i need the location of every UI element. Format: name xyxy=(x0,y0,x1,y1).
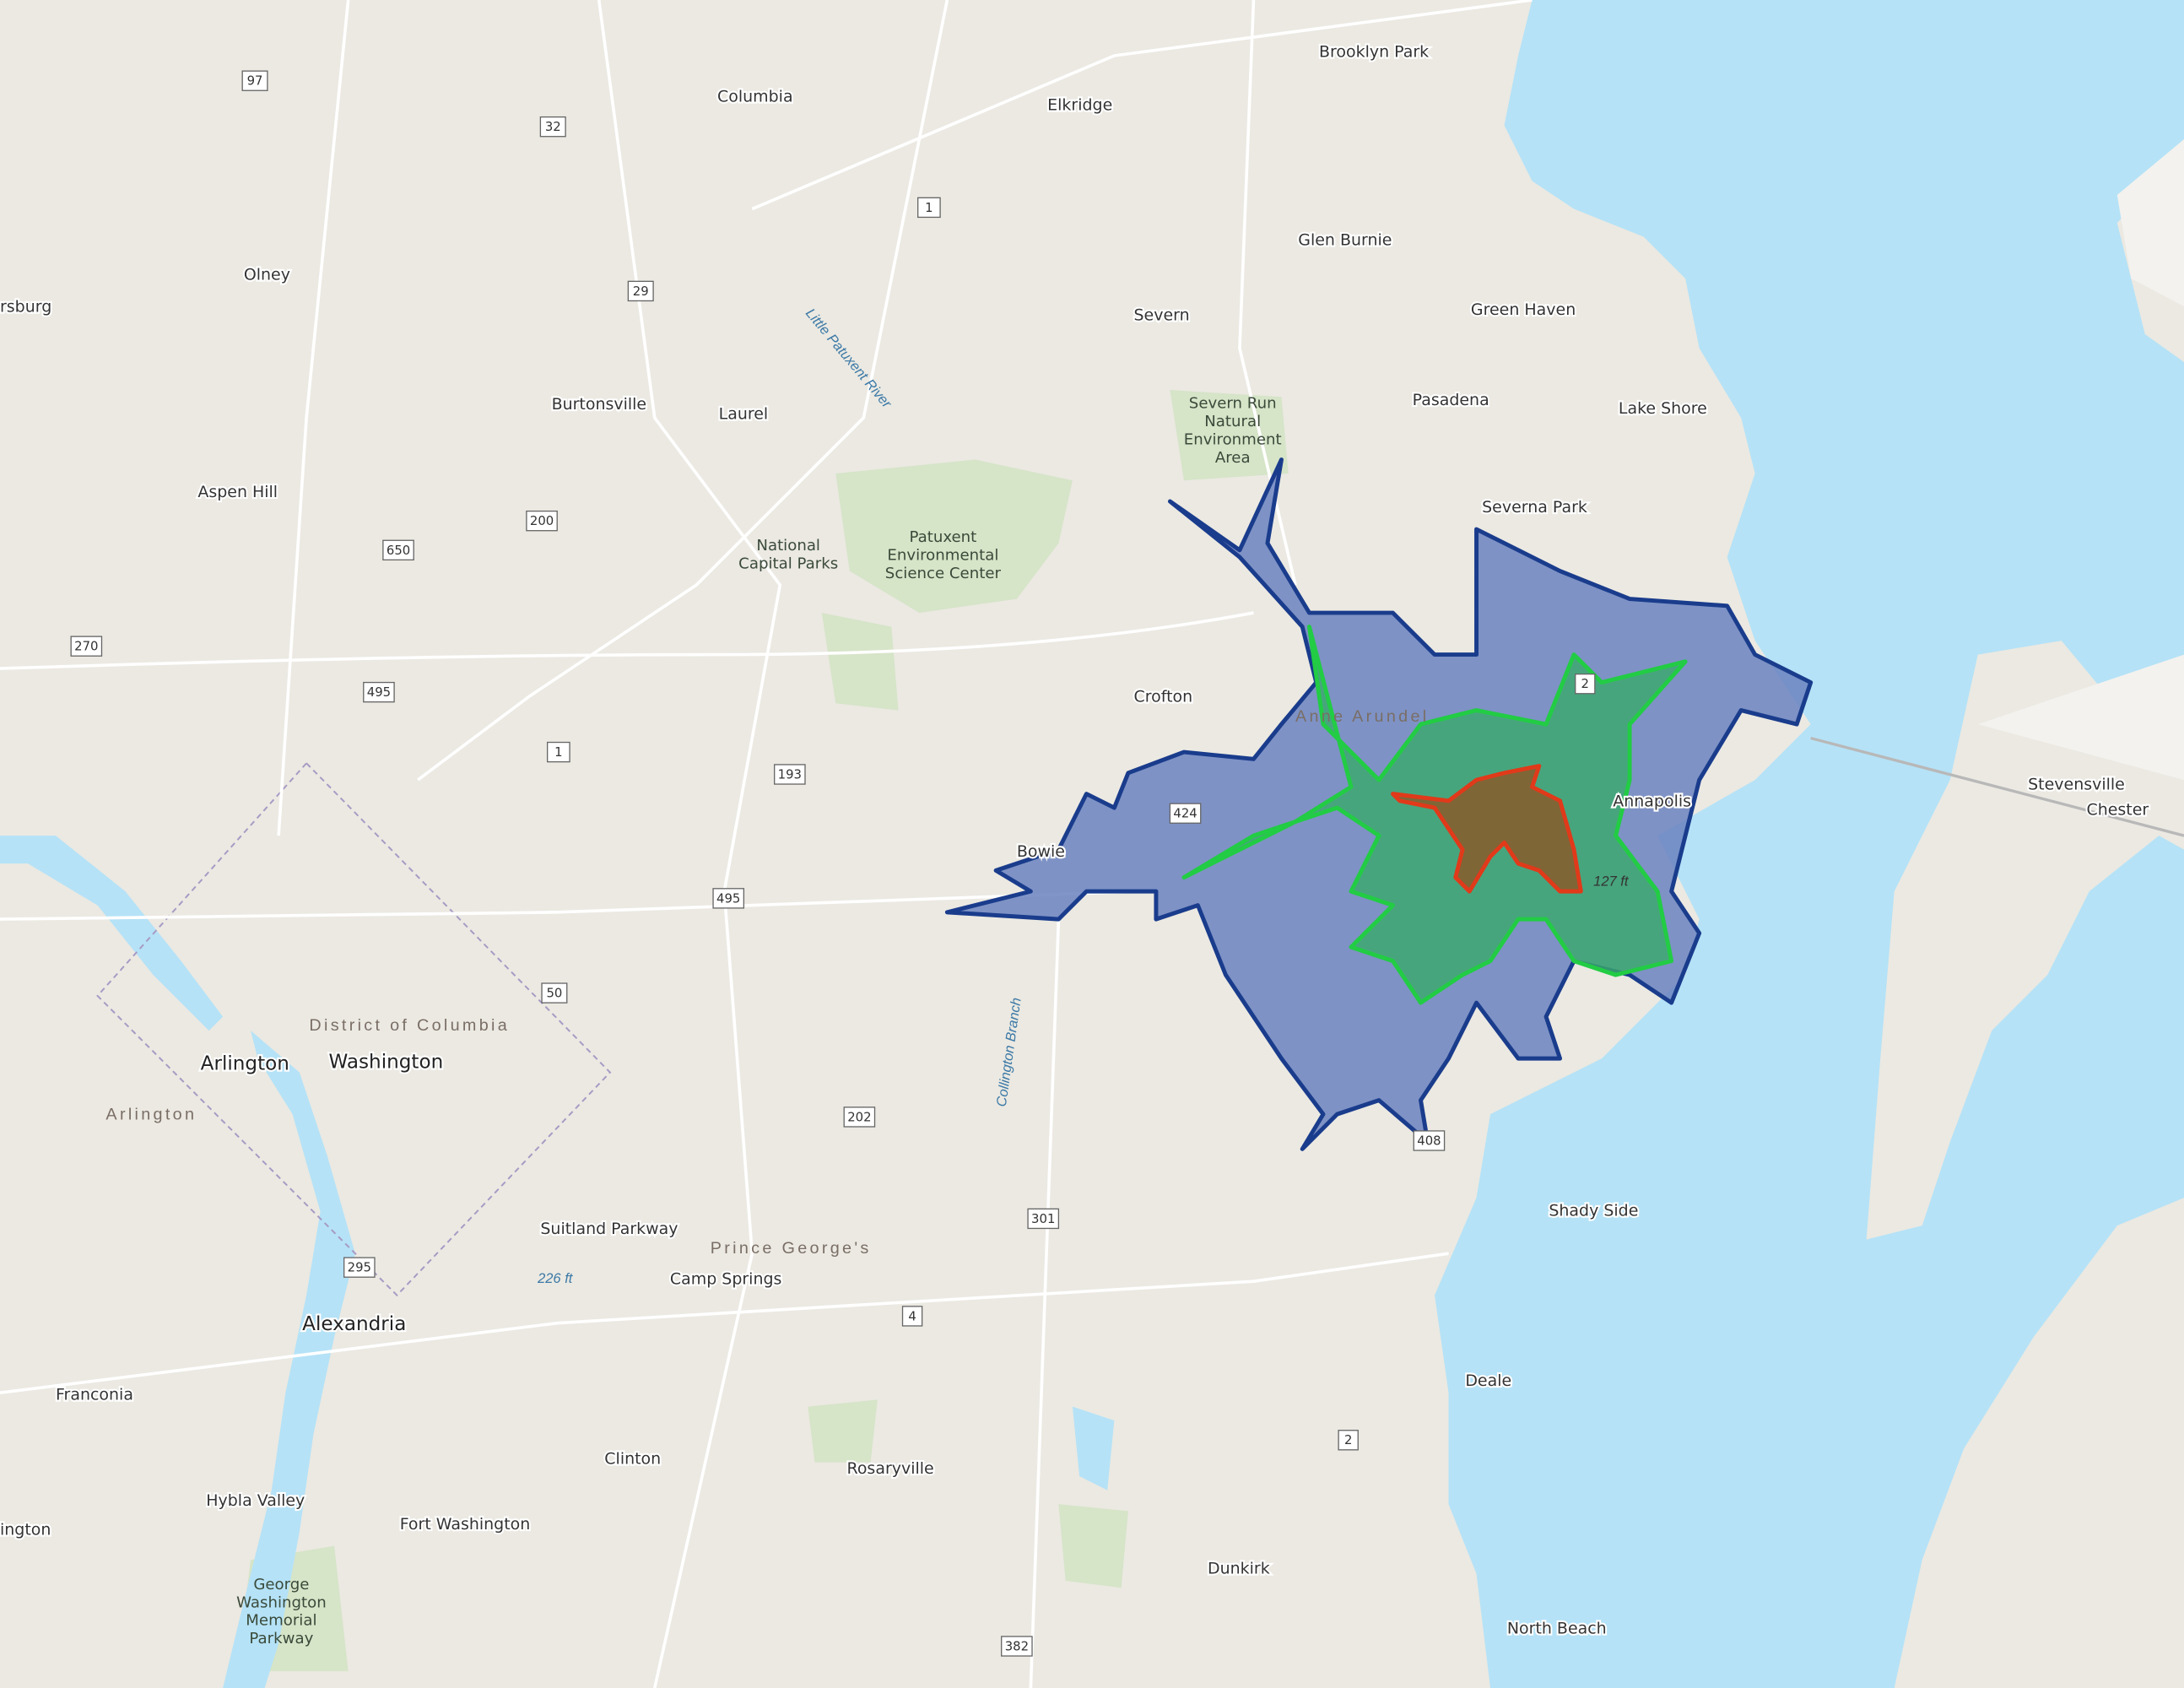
place-label: Franconia xyxy=(56,1385,133,1404)
place-label: Aspen Hill xyxy=(197,483,278,501)
place-label: Fort Washington xyxy=(400,1515,531,1534)
place-label: Suitland Parkway xyxy=(540,1220,678,1238)
elevation-label: 127 ft xyxy=(1593,874,1630,890)
place-label: Rosaryville xyxy=(847,1459,934,1478)
place-label: Alexandria xyxy=(302,1313,406,1335)
place-label: Severn xyxy=(1134,306,1190,325)
place-label: Camp Springs xyxy=(670,1269,782,1288)
route-shields: 97 32 1 29 200 650 270 495 1 193 495 50 … xyxy=(70,70,1596,1657)
place-label: Clinton xyxy=(604,1449,661,1468)
svg-text:301: 301 xyxy=(1031,1211,1055,1226)
place-label: Chester xyxy=(2086,800,2149,819)
svg-text:270: 270 xyxy=(74,639,98,654)
route-shield: 270 xyxy=(70,636,103,657)
park-labels: Severn Run Natural Environment Area Nationa… xyxy=(236,395,1282,1648)
region-label: Arlington xyxy=(105,1106,197,1124)
place-label: Green Haven xyxy=(1471,300,1576,319)
place-label: Lake Shore xyxy=(1619,399,1707,418)
svg-text:2: 2 xyxy=(1581,676,1589,691)
route-shield: 1 xyxy=(546,741,570,763)
region-label: Anne Arundel xyxy=(1295,707,1430,726)
region-labels: Anne Arundel Prince George's District of… xyxy=(105,707,1430,1258)
svg-text:495: 495 xyxy=(367,684,391,700)
place-label: Bowie xyxy=(1017,842,1065,861)
svg-text:408: 408 xyxy=(1417,1133,1441,1148)
zone-middle xyxy=(1181,625,1688,1005)
svg-text:4: 4 xyxy=(908,1308,916,1323)
route-shield: 424 xyxy=(1169,803,1202,824)
place-labels: Brooklyn Park Columbia Elkridge Glen Bur… xyxy=(0,41,2150,1640)
svg-text:295: 295 xyxy=(348,1260,371,1275)
region-label: Prince George's xyxy=(711,1239,872,1258)
svg-text:193: 193 xyxy=(778,766,802,782)
svg-text:29: 29 xyxy=(633,284,649,299)
place-label: rsburg xyxy=(0,298,51,316)
route-shield: 200 xyxy=(526,510,558,532)
svg-text:32: 32 xyxy=(545,119,561,134)
park-label: Severn Run Natural Environment Area xyxy=(1184,395,1282,467)
park-label: Patuxent Environmental Science Center xyxy=(885,528,1002,582)
region-label: District of Columbia xyxy=(309,1016,510,1035)
route-shield: 408 xyxy=(1413,1130,1446,1151)
place-label: Burtonsville xyxy=(552,395,647,414)
place-label: Crofton xyxy=(1134,688,1193,706)
place-label: Severna Park xyxy=(1482,498,1587,517)
svg-text:97: 97 xyxy=(247,73,263,89)
place-label: Deale xyxy=(1465,1372,1511,1390)
place-label: Shady Side xyxy=(1549,1202,1638,1220)
route-shield: 1 xyxy=(917,197,941,219)
place-label: Stevensville xyxy=(2028,776,2125,794)
route-shield: 295 xyxy=(343,1257,376,1278)
place-label: Hybla Valley xyxy=(206,1491,305,1510)
svg-text:1: 1 xyxy=(925,200,933,215)
elevation-label: 226 ft xyxy=(537,1271,574,1286)
route-shield: 301 xyxy=(1027,1208,1060,1230)
svg-text:202: 202 xyxy=(847,1109,871,1124)
svg-text:1: 1 xyxy=(554,744,562,760)
park-label: National Capital Parks xyxy=(738,537,838,572)
place-label: North Beach xyxy=(1507,1620,1607,1638)
route-shield: 97 xyxy=(241,70,268,91)
place-label: Brooklyn Park xyxy=(1319,43,1429,62)
route-shield: 29 xyxy=(627,280,654,302)
place-label: ington xyxy=(0,1520,51,1539)
place-label: Glen Burnie xyxy=(1298,230,1392,249)
place-label: Arlington xyxy=(201,1052,289,1074)
svg-text:382: 382 xyxy=(1005,1638,1029,1653)
route-shield: 495 xyxy=(712,888,745,909)
route-shield: 32 xyxy=(539,116,566,138)
svg-text:424: 424 xyxy=(1173,806,1197,821)
park-label: George Washington Memorial Parkway xyxy=(236,1576,327,1647)
route-shield: 495 xyxy=(363,681,395,703)
svg-text:650: 650 xyxy=(387,543,410,558)
place-label: Washington xyxy=(329,1052,444,1074)
route-shield: 202 xyxy=(843,1106,876,1128)
route-shield: 650 xyxy=(382,539,414,561)
route-shield: 4 xyxy=(901,1306,923,1327)
svg-text:2: 2 xyxy=(1344,1432,1352,1447)
place-label: Elkridge xyxy=(1047,95,1112,114)
place-label: Annapolis xyxy=(1613,792,1691,810)
place-label: Columbia xyxy=(717,87,793,106)
svg-text:495: 495 xyxy=(716,890,740,906)
place-label: Dunkirk xyxy=(1208,1560,1270,1578)
route-shield: 50 xyxy=(541,982,568,1004)
zone-inner xyxy=(1391,764,1583,894)
place-label: Pasadena xyxy=(1413,391,1489,409)
place-label: Olney xyxy=(244,266,290,284)
svg-text:200: 200 xyxy=(530,513,554,528)
route-shield: 193 xyxy=(774,764,806,785)
svg-text:50: 50 xyxy=(546,986,562,1001)
route-shield: 2 xyxy=(1575,674,1596,695)
place-label: Laurel xyxy=(719,405,769,424)
route-shield: 2 xyxy=(1338,1430,1359,1451)
route-shield: 382 xyxy=(1001,1636,1033,1657)
